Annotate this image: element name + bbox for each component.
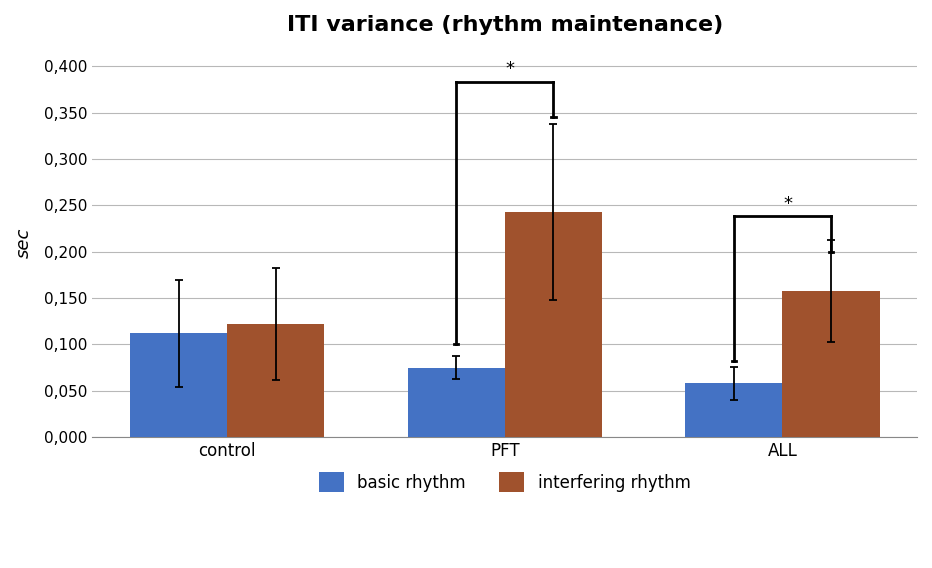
Text: *: * — [784, 195, 792, 213]
Bar — [685, 383, 782, 437]
Bar — [407, 367, 505, 437]
Bar — [227, 324, 324, 437]
Bar — [130, 333, 227, 437]
Bar — [782, 291, 880, 437]
Text: *: * — [506, 60, 514, 78]
Y-axis label: sec: sec — [15, 227, 33, 258]
Legend: basic rhythm, interfering rhythm: basic rhythm, interfering rhythm — [312, 465, 697, 499]
Bar — [505, 212, 602, 437]
Title: ITI variance (rhythm maintenance): ITI variance (rhythm maintenance) — [287, 15, 723, 35]
